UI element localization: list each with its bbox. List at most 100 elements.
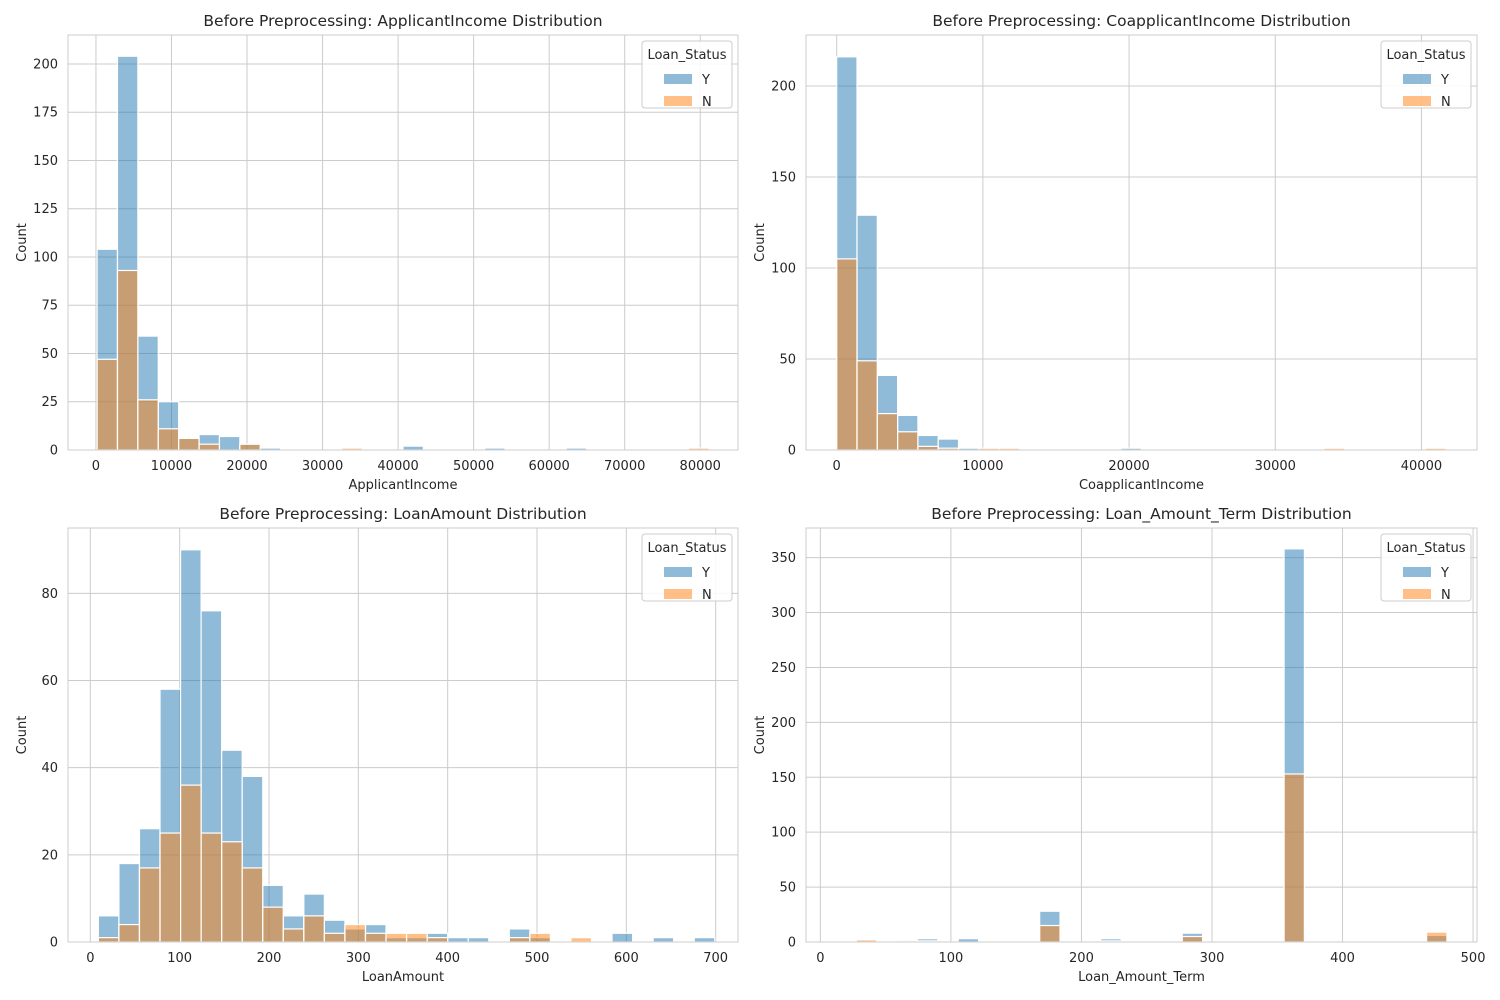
x-axis-label: CoapplicantIncome <box>1079 478 1204 493</box>
x-tick-label: 400 <box>435 951 460 966</box>
legend-swatch-N <box>1403 589 1431 599</box>
x-tick-label: 30000 <box>1255 459 1296 474</box>
legend-label-Y: Y <box>1440 566 1449 581</box>
bar-N <box>303 915 325 943</box>
bar-N <box>1283 773 1306 943</box>
bar-N <box>118 923 141 943</box>
x-tick-label: 80000 <box>680 459 721 474</box>
y-tick-label: 80 <box>41 587 58 602</box>
chart-title: Before Preprocessing: ApplicantIncome Di… <box>203 12 602 30</box>
x-tick-label: 200 <box>257 951 282 966</box>
y-tick-label: 150 <box>771 771 796 786</box>
legend-label-Y: Y <box>701 73 710 88</box>
y-tick-label: 0 <box>788 936 796 951</box>
legend-label-N: N <box>702 95 712 110</box>
y-tick-label: 125 <box>33 202 58 217</box>
bar-N <box>282 928 305 943</box>
bar-N <box>138 867 161 943</box>
bar-N <box>178 437 200 451</box>
legend: Loan_Status YN <box>1380 533 1472 603</box>
bar-Y <box>467 937 490 943</box>
chart-title: Before Preprocessing: Loan_Amount_Term D… <box>931 505 1351 524</box>
y-tick-label: 175 <box>33 106 58 121</box>
y-tick-label: 25 <box>41 395 58 410</box>
series-N <box>97 784 593 943</box>
series-N <box>96 269 710 451</box>
bar-N <box>570 937 593 943</box>
x-axis-label: Loan_Amount_Term <box>1078 970 1205 985</box>
plot-area <box>68 35 738 450</box>
bar-N <box>97 937 120 943</box>
x-tick-label: 300 <box>1200 951 1225 966</box>
bar-N <box>836 258 858 451</box>
y-tick-label: 60 <box>41 674 58 689</box>
y-tick-label: 300 <box>771 606 796 621</box>
bar-N <box>385 932 408 943</box>
y-tick-label: 75 <box>41 299 58 314</box>
x-tick-label: 40000 <box>1401 459 1442 474</box>
bar-N <box>239 443 261 451</box>
x-axis-label: ApplicantIncome <box>349 478 458 493</box>
bar-N <box>529 932 551 943</box>
legend-swatch-Y <box>664 74 692 84</box>
legend-label-N: N <box>1441 588 1451 603</box>
y-tick-label: 250 <box>771 661 796 676</box>
y-tick-label: 350 <box>771 551 796 566</box>
x-tick-label: 0 <box>92 459 100 474</box>
bar-N <box>179 784 202 943</box>
bar-N <box>137 399 159 451</box>
x-tick-label: 0 <box>816 951 824 966</box>
bar-N <box>344 923 367 943</box>
x-tick-label: 10000 <box>151 459 192 474</box>
bar-N <box>897 431 919 451</box>
x-tick-label: 40000 <box>377 459 418 474</box>
bar-N <box>241 867 264 943</box>
y-tick-label: 0 <box>50 936 58 951</box>
chart-title: Before Preprocessing: CoapplicantIncome … <box>932 12 1350 30</box>
y-tick-label: 50 <box>779 881 796 896</box>
legend-title: Loan_Status <box>647 541 726 556</box>
x-tick-label: 300 <box>346 951 371 966</box>
bar-N <box>917 445 939 451</box>
y-tick-label: 100 <box>771 261 796 276</box>
legend: Loan_Status YN <box>1380 40 1472 110</box>
bar-N <box>159 832 182 943</box>
y-tick-label: 150 <box>771 170 796 185</box>
x-tick-label: 200 <box>1069 951 1094 966</box>
axes-frame <box>805 34 1478 451</box>
bar-N <box>508 937 531 943</box>
y-axis-label: Count <box>15 716 30 755</box>
bar-Y <box>693 937 716 943</box>
y-tick-label: 50 <box>779 352 796 367</box>
bar-N <box>364 932 387 943</box>
x-tick-label: 500 <box>525 951 550 966</box>
x-tick-label: 0 <box>86 951 94 966</box>
x-tick-label: 600 <box>614 951 639 966</box>
x-tick-label: 10000 <box>962 459 1003 474</box>
y-tick-label: 200 <box>33 57 58 72</box>
bar-N <box>221 841 243 943</box>
legend-label-Y: Y <box>701 566 710 581</box>
x-tick-label: 70000 <box>604 459 645 474</box>
bar-N <box>116 269 139 451</box>
y-tick-label: 150 <box>33 154 58 169</box>
bar-N <box>96 358 119 451</box>
bar-N <box>200 832 223 943</box>
x-tick-label: 700 <box>703 951 728 966</box>
x-tick-label: 400 <box>1330 951 1355 966</box>
legend-label-N: N <box>1441 95 1451 110</box>
y-tick-label: 0 <box>50 444 58 459</box>
y-tick-label: 20 <box>41 848 58 863</box>
bar-N <box>1426 931 1448 943</box>
bar-N <box>157 428 180 451</box>
legend-swatch-Y <box>1403 74 1431 84</box>
axes-frame <box>805 527 1478 943</box>
bar-Y <box>218 435 241 451</box>
x-tick-label: 20000 <box>226 459 267 474</box>
legend-label-N: N <box>702 588 712 603</box>
chart-1: 0 10000 20000 30000 40000 50000 60000 70000 8000… <box>15 12 739 493</box>
x-tick-label: 100 <box>167 951 192 966</box>
y-tick-label: 50 <box>41 347 58 362</box>
bar-Y <box>447 937 469 943</box>
